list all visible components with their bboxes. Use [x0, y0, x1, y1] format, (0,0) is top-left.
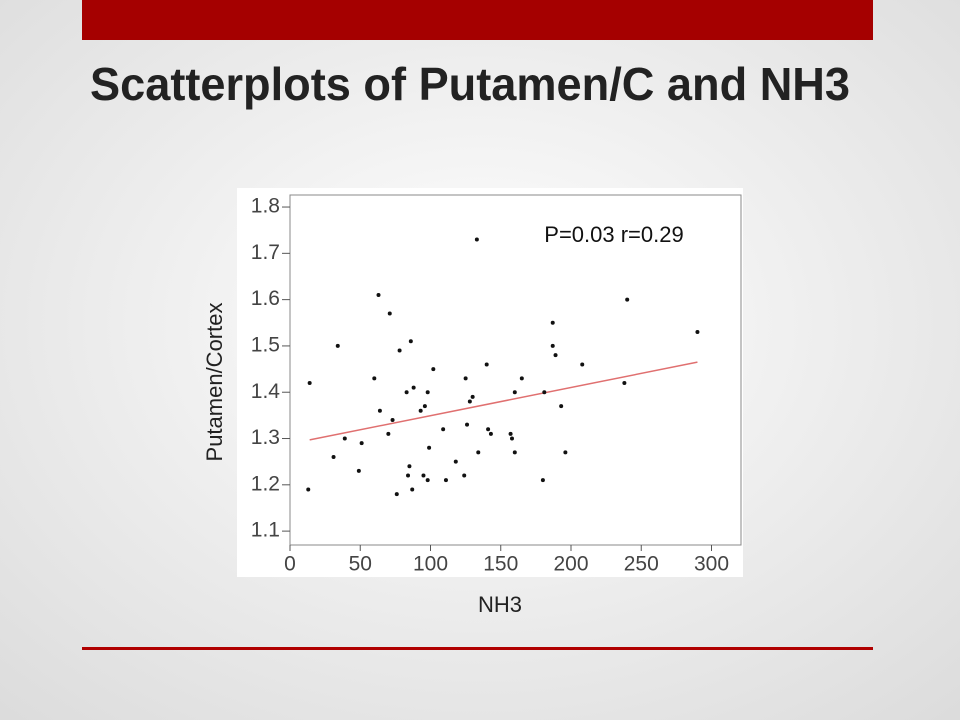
trend-line: [309, 361, 698, 441]
point: [397, 348, 402, 353]
y-axis-label: Putamen/Cortex: [202, 303, 227, 462]
point: [376, 293, 381, 297]
point: [427, 445, 432, 450]
point: [465, 422, 470, 427]
point: [306, 487, 311, 492]
point: [550, 320, 555, 325]
point: [540, 478, 545, 483]
point: [431, 367, 436, 372]
x-tick-label: 250: [624, 553, 659, 576]
slide-title: Scatterplots of Putamen/C and NH3: [90, 58, 850, 110]
point: [406, 473, 411, 478]
point: [486, 427, 491, 432]
point: [387, 311, 392, 316]
point: [386, 431, 391, 436]
point: [307, 380, 312, 385]
point: [512, 390, 517, 395]
point: [418, 408, 423, 413]
point: [410, 487, 415, 492]
y-tick-label: 1.2: [251, 472, 280, 495]
point: [331, 455, 336, 460]
header-bar: [82, 0, 873, 40]
x-tick-label: 150: [483, 553, 518, 576]
point: [580, 362, 585, 367]
point: [519, 376, 524, 381]
point: [408, 339, 413, 344]
point: [559, 404, 564, 409]
point: [462, 473, 467, 478]
y-tick-label: 1.7: [251, 241, 280, 264]
point: [542, 390, 547, 395]
x-tick-label: 100: [413, 553, 448, 576]
point: [484, 362, 489, 367]
point: [359, 441, 364, 446]
point: [342, 436, 347, 441]
point: [407, 464, 412, 469]
point: [467, 399, 472, 404]
point: [404, 390, 409, 395]
point: [550, 343, 555, 348]
point: [394, 492, 399, 497]
point: [443, 478, 448, 483]
footer-line: [82, 647, 873, 650]
point: [509, 436, 514, 441]
y-tick-label: 1.6: [251, 287, 280, 310]
point: [425, 390, 430, 395]
point: [695, 330, 700, 335]
point: [470, 394, 475, 399]
y-tick-label: 1.1: [251, 519, 280, 542]
point: [335, 343, 340, 348]
x-axis-label: NH3: [478, 592, 522, 617]
point: [625, 297, 630, 302]
point: [553, 353, 558, 358]
annotation: P=0.03 r=0.29: [544, 222, 683, 247]
point: [411, 385, 416, 390]
point: [372, 376, 377, 381]
point: [377, 408, 382, 413]
y-tick-label: 1.8: [251, 195, 280, 218]
point: [476, 450, 481, 455]
x-tick-label: 50: [349, 553, 372, 576]
point: [356, 468, 361, 473]
point: [422, 404, 427, 409]
x-tick-label: 0: [284, 553, 296, 576]
point: [425, 478, 430, 483]
y-tick-label: 1.4: [251, 380, 281, 403]
point: [622, 380, 627, 385]
point: [508, 431, 513, 436]
y-tick-label: 1.3: [251, 426, 280, 449]
point: [463, 376, 468, 381]
chart-panel: [237, 188, 743, 577]
y-tick-label: 1.5: [251, 333, 280, 356]
point: [563, 450, 568, 455]
point: [453, 459, 458, 464]
plot-frame: [289, 194, 742, 546]
x-tick-label: 200: [553, 553, 588, 576]
point: [441, 427, 446, 432]
point: [390, 418, 395, 422]
x-tick-label: 300: [694, 553, 729, 576]
point: [474, 237, 479, 242]
point: [421, 473, 426, 478]
point: [512, 450, 517, 455]
point: [488, 431, 493, 436]
